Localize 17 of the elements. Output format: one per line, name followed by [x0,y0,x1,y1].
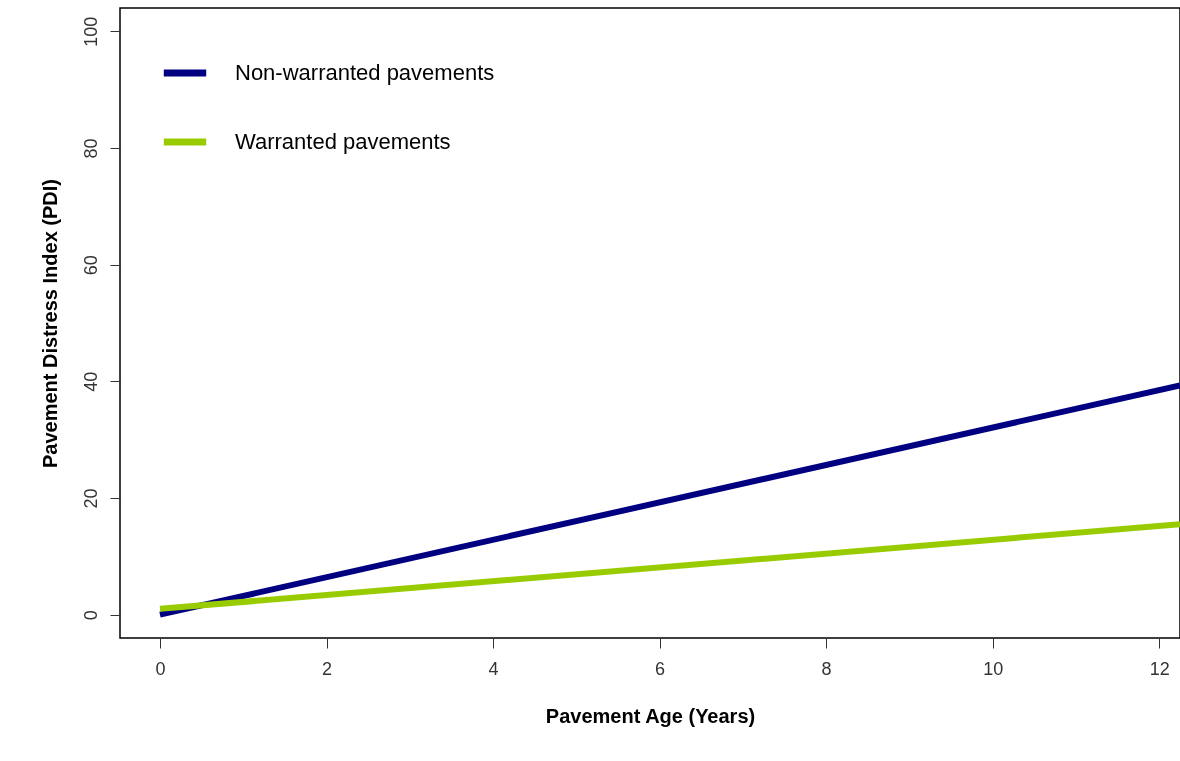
legend-label: Non-warranted pavements [235,60,495,85]
y-axis-title: Pavement Distress Index (PDI) [38,179,61,468]
x-tick-label: 6 [655,658,666,679]
x-tick-label: 4 [488,658,499,679]
y-tick-label: 80 [80,138,101,159]
x-tick-label: 10 [983,658,1004,679]
x-tick-label: 12 [1149,658,1170,679]
y-tick-label: 40 [80,371,101,392]
y-tick-label: 0 [80,610,101,621]
x-tick-label: 2 [322,658,333,679]
x-tick-label: 8 [821,658,832,679]
x-axis-title: Pavement Age (Years) [545,704,756,727]
y-tick-label: 60 [80,255,101,276]
legend-label: Warranted pavements [235,129,451,154]
y-tick-label: 100 [80,16,101,47]
x-tick-label: 0 [155,658,166,679]
y-tick-label: 20 [80,488,101,509]
